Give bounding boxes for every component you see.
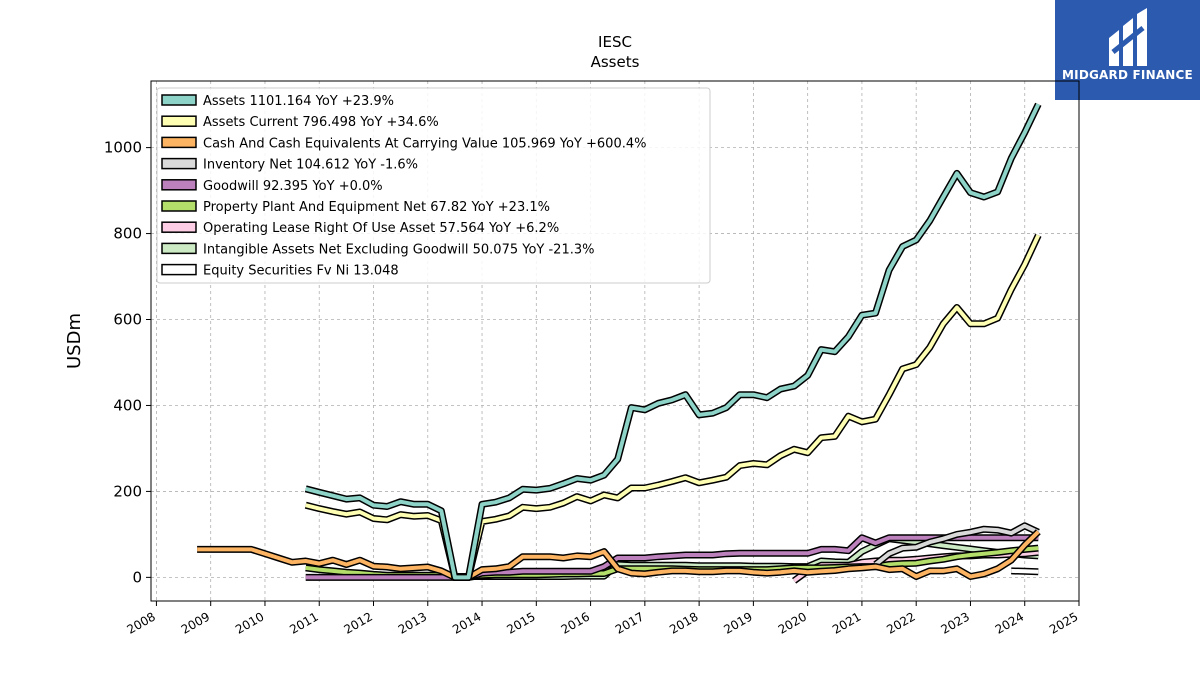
x-tick-label: 2011 [287,609,320,636]
x-tick-label: 2013 [396,609,429,636]
legend-swatch [161,200,197,212]
legend-box [156,87,711,284]
series-line [305,535,1039,580]
series-equity-securities-fv-ni [1011,567,1039,576]
series-line [197,530,1040,580]
x-tick-label: 2016 [559,609,592,636]
x-tick-label: 2019 [721,609,754,636]
legend-swatch [161,221,197,233]
x-tick-label: 2017 [613,609,646,636]
x-tick-label: 2025 [1047,609,1080,636]
legend-swatch [161,115,197,127]
x-tick-label: 2021 [830,609,863,636]
series-line [305,234,1041,580]
series-assets-current [304,233,1042,581]
y-tick-label: 1000 [104,139,142,157]
series-line [1011,568,1039,574]
series-cash-and-cash-equivalents-at-carrying-value [197,529,1041,581]
legend-label: Goodwill 92.395 YoY +0.0% [203,179,383,194]
series-assets [304,102,1042,581]
legend-label: Operating Lease Right Of Use Asset 57.56… [203,221,559,236]
legend-swatch [161,179,197,191]
x-tick-label: 2010 [233,609,266,636]
x-tick-label: 2012 [342,609,375,636]
y-tick-label: 600 [113,311,142,329]
x-tick-label: 2020 [776,609,809,636]
legend-swatch [161,263,197,276]
x-tick-label: 2015 [504,609,537,636]
legend-label: Cash And Cash Equivalents At Carrying Va… [203,136,646,151]
y-tick-label: 200 [113,482,142,500]
legend-swatch [161,94,197,106]
series-line [305,103,1041,580]
brand-name: MIDGARD FINANCE [1062,68,1193,82]
legend-label: Property Plant And Equipment Net 67.82 Y… [203,200,550,215]
chart-subtitle: Assets [591,53,640,71]
chart-title: IESC [598,33,632,51]
y-tick-label: 400 [113,396,142,414]
legend-swatch [161,242,197,255]
series-inventory-net [873,522,1040,568]
series-line-outline [304,233,1042,581]
plot-frame [150,80,1080,602]
series-layer [197,102,1042,584]
series-line [874,523,1040,567]
y-tick-label: 0 [132,568,142,586]
legend-swatch [161,157,197,170]
x-tick-label: 2023 [939,609,972,636]
y-tick-label: 800 [113,225,142,243]
x-tick-label: 2024 [993,609,1026,636]
legend-label: Assets 1101.164 YoY +23.9% [203,94,394,109]
x-tick-label: 2008 [124,609,157,636]
x-tick-label: 2018 [667,609,700,636]
x-tick-label: 2022 [884,609,917,636]
x-tick-label: 2014 [450,609,483,636]
brand-logo-icon [1109,8,1147,66]
series-goodwill [305,534,1039,581]
x-tick-label: 2009 [179,609,212,636]
y-axis-label: USDm [64,313,85,369]
legend-label: Inventory Net 104.612 YoY -1.6% [203,158,418,173]
legend-label: Intangible Assets Net Excluding Goodwill… [203,242,594,257]
legend-label: Equity Securities Fv Ni 13.048 [203,264,399,279]
legend-swatch [161,136,197,149]
legend: Assets 1101.164 YoY +23.9% Assets Current… [156,87,711,284]
legend-label: Assets Current 796.498 YoY +34.6% [203,115,439,130]
